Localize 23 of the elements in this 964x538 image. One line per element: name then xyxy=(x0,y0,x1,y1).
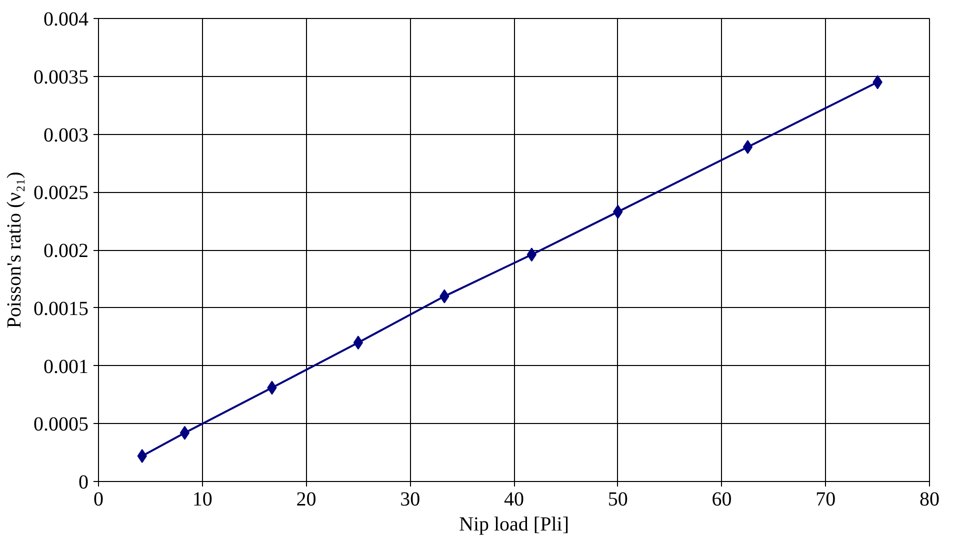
x-tick-label: 0 xyxy=(94,488,104,510)
y-tick-label: 0.004 xyxy=(44,8,88,30)
y-tick-label: 0.0035 xyxy=(34,66,88,88)
point xyxy=(180,426,190,440)
point xyxy=(353,336,364,350)
x-tick-label: 40 xyxy=(504,488,524,510)
x-tick-label: 60 xyxy=(712,488,732,510)
y-tick-label: 0.003 xyxy=(44,124,88,146)
x-axis-title: Nip load [Pli] xyxy=(459,514,570,536)
y-tick-label: 0.0015 xyxy=(34,298,88,320)
y-tick-label: 0.0025 xyxy=(34,182,88,204)
x-tick-label: 70 xyxy=(816,488,836,510)
x-tick-label: 20 xyxy=(296,488,316,510)
point xyxy=(742,140,753,154)
y-tick-label: 0.001 xyxy=(44,356,88,378)
y-tick-label: 0 xyxy=(78,472,88,494)
x-tick-label: 50 xyxy=(608,488,628,510)
y-axis-title: Poisson's ratio (ν₂₁) xyxy=(4,172,26,328)
x-tick-label: 80 xyxy=(920,488,940,510)
x-tick-label: 10 xyxy=(192,488,212,510)
y-tick-label: 0.002 xyxy=(44,240,88,262)
x-tick-label: 30 xyxy=(400,488,420,510)
y-tick-label: 0.0005 xyxy=(34,414,88,436)
